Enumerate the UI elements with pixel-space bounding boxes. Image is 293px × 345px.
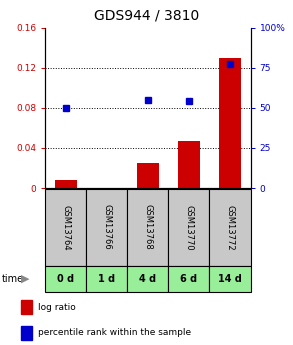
Text: percentile rank within the sample: percentile rank within the sample [38, 328, 191, 337]
Bar [178, 141, 200, 188]
Bar [21, 326, 32, 340]
Text: 0 d: 0 d [57, 274, 74, 284]
Bar [86, 189, 127, 266]
Text: 14 d: 14 d [218, 274, 242, 284]
Text: GSM13764: GSM13764 [62, 205, 70, 250]
Text: GSM13772: GSM13772 [226, 205, 234, 250]
Bar [219, 58, 241, 188]
Bar [127, 266, 168, 292]
Text: GSM13770: GSM13770 [185, 205, 193, 250]
Bar [86, 266, 127, 292]
Text: GDS944 / 3810: GDS944 / 3810 [94, 9, 199, 23]
Text: GSM13766: GSM13766 [103, 205, 111, 250]
Bar [168, 189, 209, 266]
Text: 1 d: 1 d [98, 274, 115, 284]
Bar [127, 189, 168, 266]
Text: GSM13768: GSM13768 [144, 205, 152, 250]
Bar [137, 163, 159, 188]
Bar [21, 300, 32, 314]
Bar [45, 189, 86, 266]
Text: ▶: ▶ [21, 274, 29, 284]
Bar [209, 266, 251, 292]
Bar [168, 266, 209, 292]
Text: log ratio: log ratio [38, 303, 76, 312]
Text: 6 d: 6 d [180, 274, 197, 284]
Bar [209, 189, 251, 266]
Bar [54, 180, 77, 188]
Bar [45, 266, 86, 292]
Text: 4 d: 4 d [139, 274, 156, 284]
Text: time: time [1, 274, 24, 284]
